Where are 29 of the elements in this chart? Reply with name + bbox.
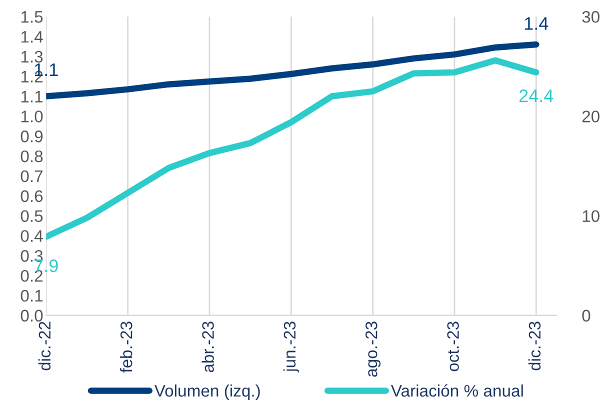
y-tick-label: 0.5	[20, 210, 43, 222]
y-tick-label: 1.3	[21, 50, 43, 63]
x-tick-label: dic.-22	[38, 322, 51, 370]
y-tick-label: 0.1	[20, 290, 43, 302]
y-tick-label: 1.0	[21, 110, 43, 122]
y-tick-label: 1.5	[21, 11, 43, 23]
data-label: 1.4	[524, 17, 548, 30]
y-tick-label: 0.7	[20, 170, 43, 182]
x-tick-label: feb.-23	[120, 322, 132, 373]
x-tick-label: ago.-23	[365, 322, 381, 377]
y-tick-label: 1.1	[21, 90, 43, 102]
y-tick-label: 0.8	[20, 150, 43, 162]
y2-tick-label: 20	[582, 110, 600, 122]
y-tick-label: 0.9	[20, 130, 43, 142]
x-tick-label: jun.-23	[283, 322, 299, 372]
x-tick-label: abr.-23	[202, 322, 214, 372]
y2-tick-label: 30	[582, 11, 600, 23]
legend-label: Volumen (izq.)	[154, 384, 260, 400]
y-tick-label: 1.4	[21, 31, 43, 43]
y2-tick-label: 10	[582, 210, 600, 222]
x-tick-label: dic.-23	[528, 322, 541, 370]
y-tick-label: 0.6	[20, 190, 43, 202]
y-tick-label: 0.4	[20, 230, 43, 242]
legend-label: Variación % anual	[390, 384, 523, 397]
x-tick-label: oct.-23	[447, 322, 459, 372]
y-tick-label: 0.0	[20, 310, 43, 322]
y-tick-label: 0.2	[20, 270, 43, 282]
data-label: 24.4	[519, 89, 554, 102]
y2-tick-label: 0	[582, 310, 590, 322]
